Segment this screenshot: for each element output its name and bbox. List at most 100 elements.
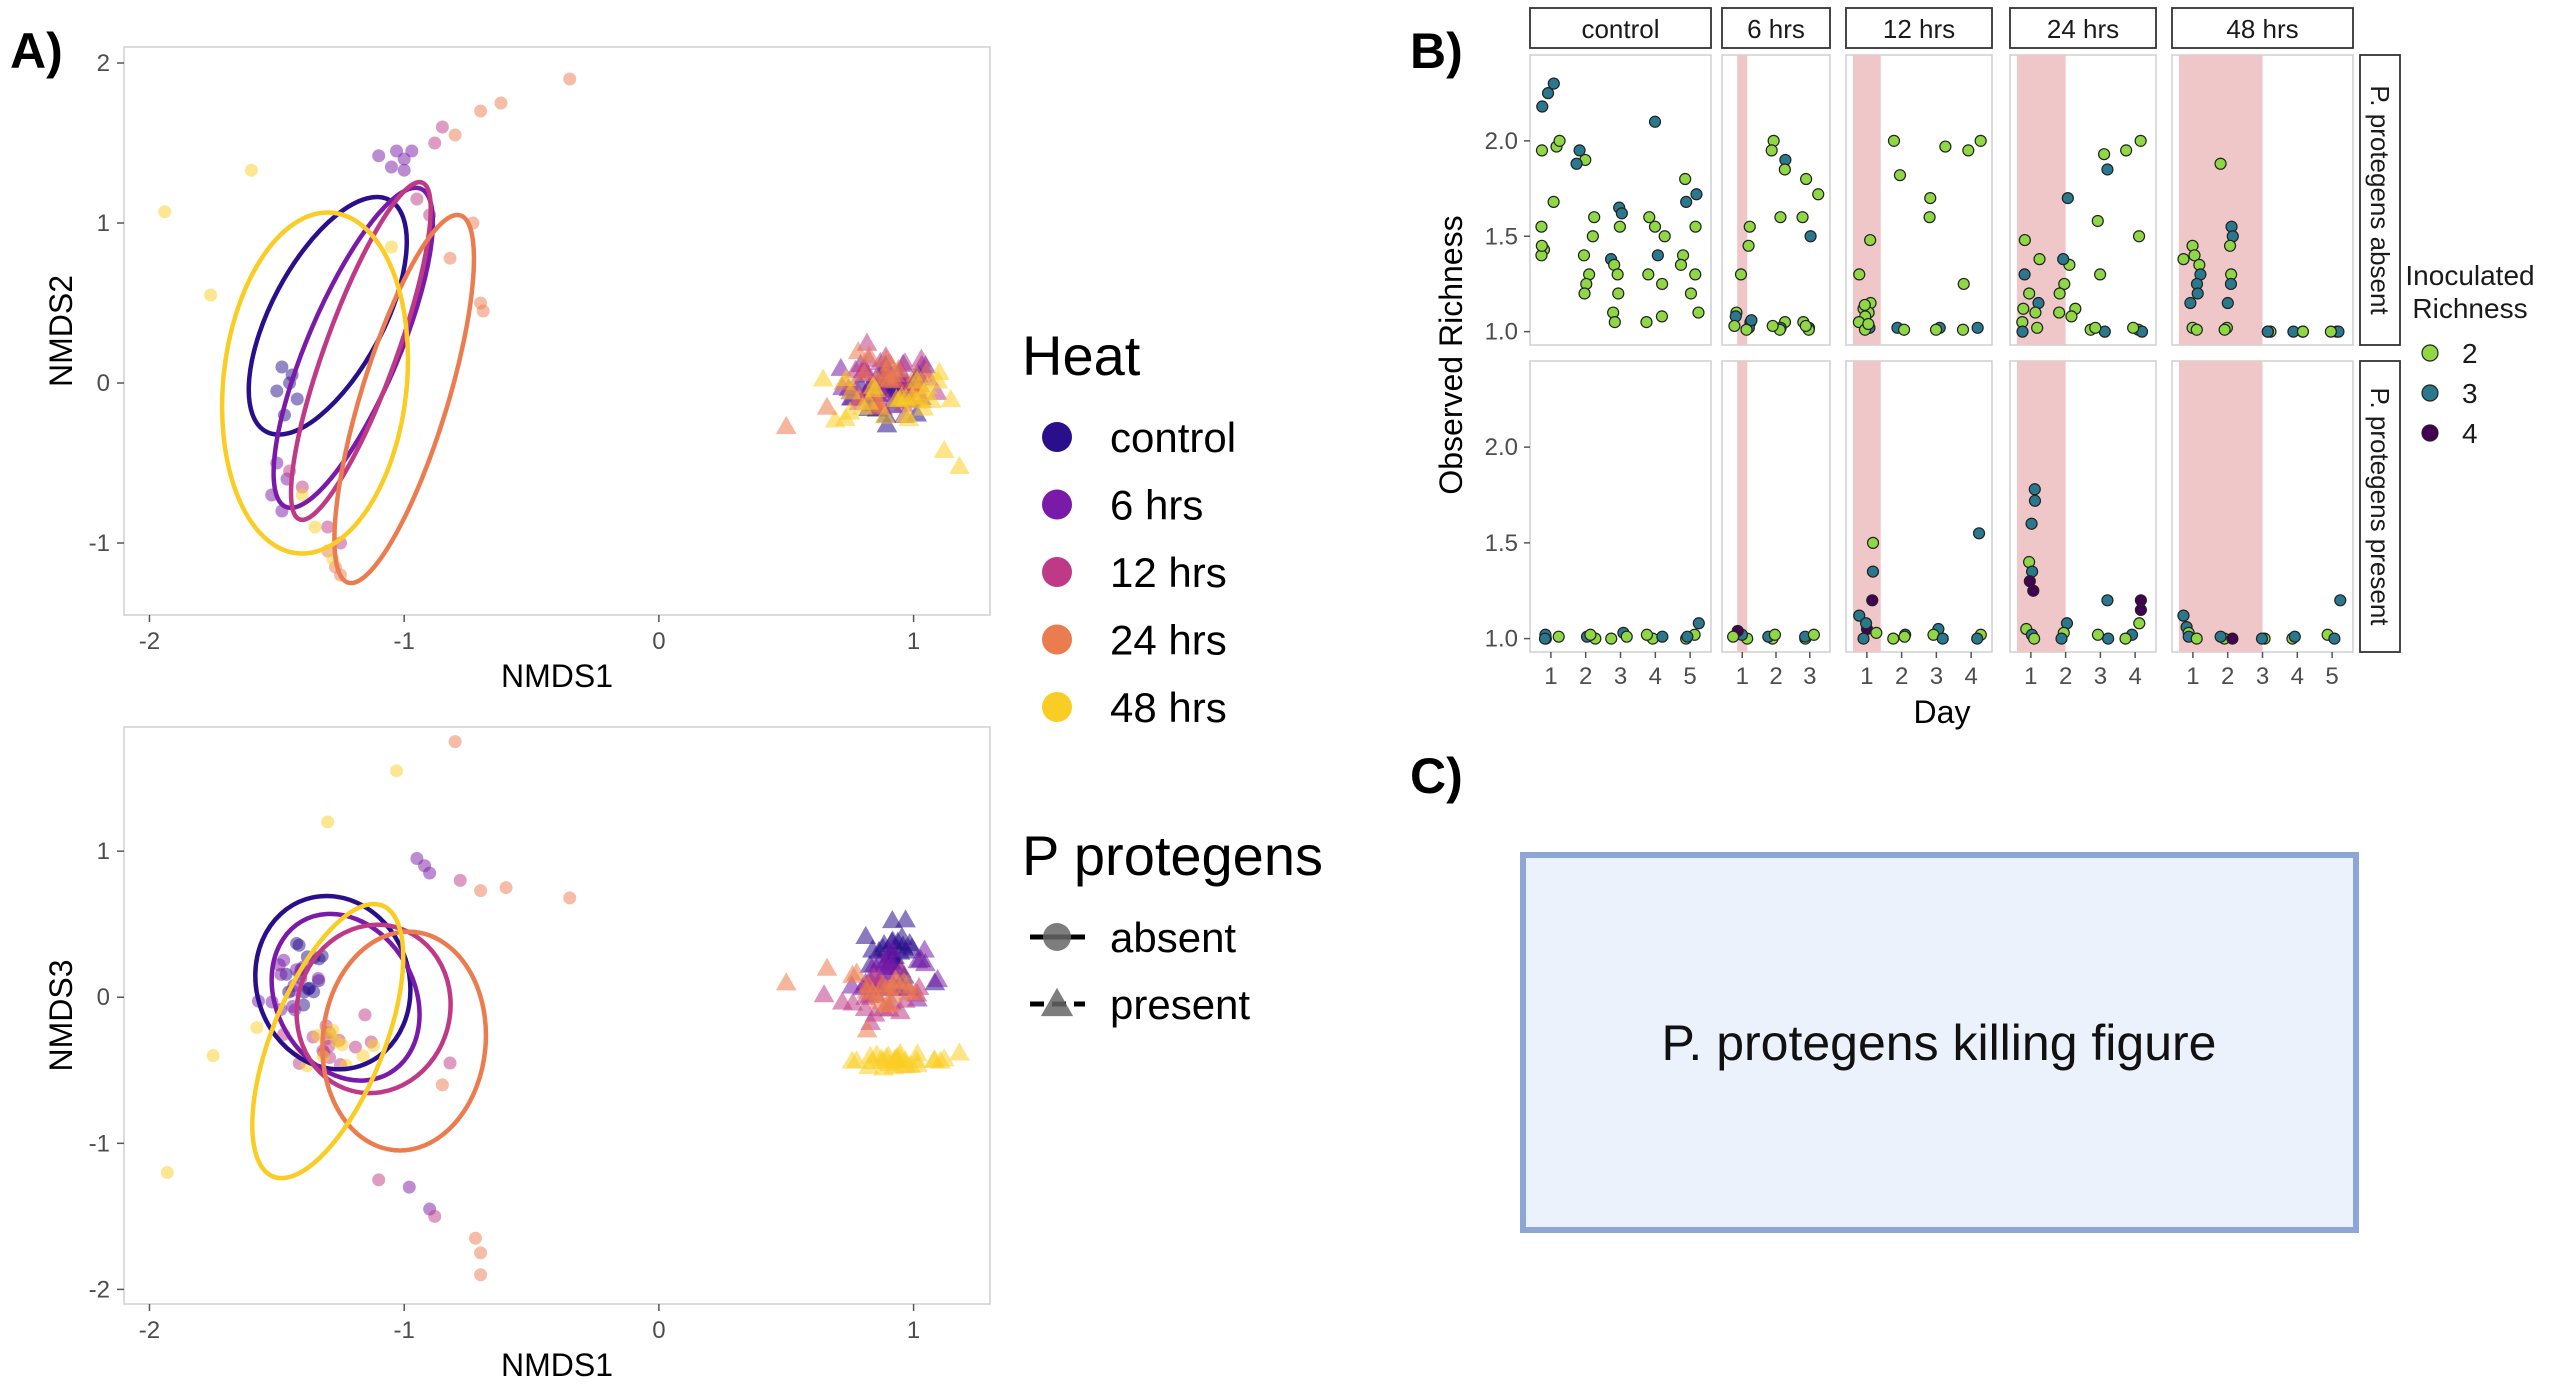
x-tick-label: 5 [2325,663,2338,690]
data-point-triangle [864,1003,886,1022]
data-point [2221,296,2234,310]
data-point [410,192,424,206]
legend-key-richness [2421,344,2439,362]
data-point [275,360,289,374]
data-point [2065,310,2078,323]
x-tick-label: 4 [1964,663,1977,690]
data-point [1740,323,1753,336]
heat-shade-region [1737,361,1748,652]
data-point [1656,277,1669,291]
x-tick-label: 0 [652,628,665,655]
data-point [1765,144,1778,157]
data-point [428,136,442,150]
x-tick-label: 2 [1769,663,1782,690]
data-point [2025,517,2038,530]
data-point [1887,632,1900,645]
data-point-triangle [856,1019,878,1038]
data-point [435,1078,449,1092]
data-point [2018,268,2031,281]
data-point [1615,207,1628,220]
data-point [435,120,449,134]
data-point-triangle [927,969,948,988]
data-point [1680,195,1693,209]
data-point-triangle [874,405,896,424]
data-point [1679,172,1692,186]
data-point [1658,230,1671,243]
data-point [1858,298,1871,312]
data-point-triangle [881,931,903,950]
data-point [204,288,218,302]
data-point [1742,239,1755,252]
legend-key-shape [1040,987,1074,1017]
data-point [1538,632,1552,645]
heat-shade-region [2016,361,2066,652]
data-point [1859,617,1873,630]
data-point [2023,287,2036,300]
x-axis-label: Day [1914,694,1971,730]
facet-strip-label: 12 hrs [1883,14,1955,44]
data-point-triangle [835,368,857,387]
data-point [1857,632,1870,645]
data-point [2255,632,2269,645]
x-tick-label: -1 [394,1317,415,1344]
x-axis-label: NMDS1 [501,658,613,694]
data-point-triangle [933,439,955,458]
data-point [274,967,288,981]
data-point [250,1021,264,1035]
data-point [499,881,513,895]
data-point [563,72,577,86]
data-point [1745,314,1758,327]
facet-strip-label: 48 hrs [2226,14,2298,44]
data-point-triangle [933,1048,955,1067]
legend-label-heat: 24 hrs [1110,617,1227,664]
data-point [1608,316,1621,329]
data-point [2288,630,2301,643]
data-point [1655,310,1669,323]
data-point-triangle [881,910,903,929]
data-point [1552,630,1565,643]
data-point [1570,157,1583,170]
data-point [1866,594,1879,607]
data-point [1578,287,1591,300]
y-axis-label: NMDS2 [43,275,79,387]
data-point [1612,287,1625,300]
data-point-triangle [879,994,901,1013]
data-point [2061,191,2074,205]
x-tick-label: 4 [2291,663,2304,690]
data-point [1692,306,1705,319]
data-point [390,764,404,778]
data-point [1962,144,1975,157]
x-tick-label: 1 [1860,663,1873,690]
data-point [2261,325,2274,338]
data-point [372,1173,386,1187]
data-point [397,163,411,177]
data-point-triangle [813,984,835,1003]
data-point [1541,87,1555,100]
data-point-triangle [895,388,917,407]
y-tick-label: -1 [89,530,110,557]
data-point [326,1023,340,1037]
data-point [2053,306,2066,319]
data-point [2190,632,2203,645]
data-point [1640,316,1653,329]
data-point-triangle [949,455,970,474]
data-point [1588,211,1601,224]
data-point-triangle [913,397,935,416]
data-point-triangle [839,401,861,420]
data-point [1642,268,1655,281]
x-tick-label: 2 [2059,663,2072,690]
data-point [2097,148,2111,161]
x-tick-label: 3 [1930,663,1943,690]
data-point-triangle [871,1047,892,1067]
data-point [1648,220,1662,233]
legend-title-line: Inoculated [2405,260,2534,291]
confidence-ellipse [332,212,477,586]
data-point [2028,632,2041,645]
y-tick-label: 1.5 [1485,223,1518,250]
heat-shade-region [1737,55,1748,345]
data-point [2184,296,2197,310]
data-point [474,884,488,898]
data-point [2091,214,2104,228]
data-point [1573,144,1586,157]
data-point-triangle [775,415,797,434]
